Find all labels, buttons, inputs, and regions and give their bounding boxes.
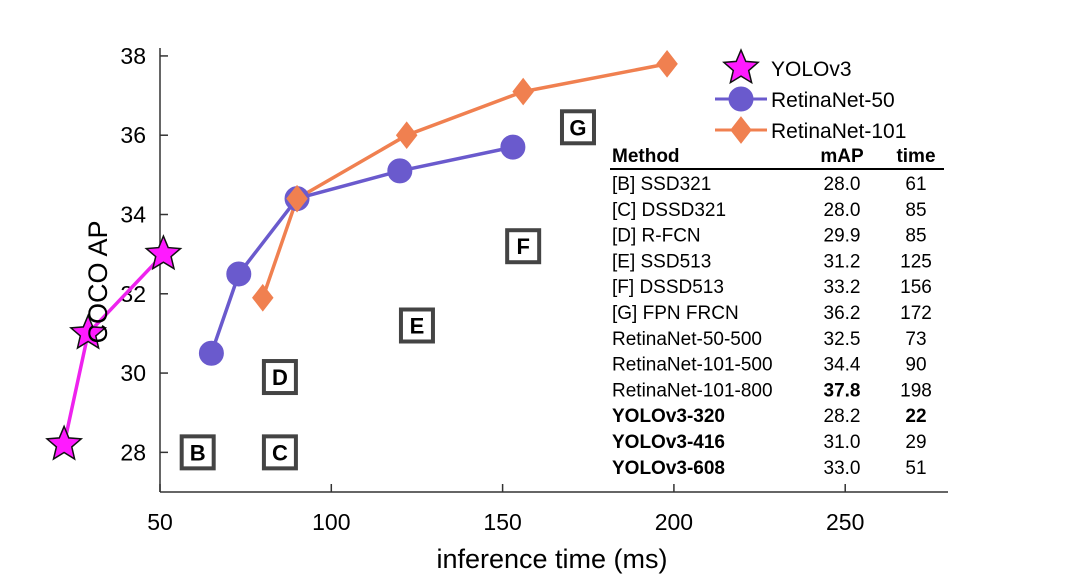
table-cell-map: 28.0 xyxy=(824,174,861,195)
point-yolov3 xyxy=(69,313,108,350)
table-header-time: time xyxy=(896,146,935,167)
method-box-label: E xyxy=(410,314,425,339)
table-cell-method: RetinaNet-101-500 xyxy=(612,355,773,376)
method-box-label: F xyxy=(516,234,529,259)
table-cell-map: 29.9 xyxy=(824,226,861,247)
point-retinanet-101 xyxy=(252,283,274,312)
method-box-label: B xyxy=(190,440,206,465)
table-header-method: Method xyxy=(612,146,680,167)
table-cell-time: 85 xyxy=(905,226,926,247)
legend-label-retinanet-101: RetinaNet-101 xyxy=(771,120,906,143)
method-box-e xyxy=(398,307,435,344)
x-tick-label: 250 xyxy=(826,509,864,535)
table-cell-map: 33.0 xyxy=(824,458,861,479)
x-tick-label: 200 xyxy=(655,509,693,535)
method-box-b xyxy=(179,434,216,471)
table-cell-map: 34.4 xyxy=(824,355,861,376)
series-line-retinanet-101 xyxy=(261,62,668,299)
table-cell-method: [C] DSSD321 xyxy=(612,200,726,221)
point-retinanet-101 xyxy=(286,184,308,213)
point-retinanet-101 xyxy=(512,77,534,106)
table-cell-method: YOLOv3-608 xyxy=(612,458,725,479)
method-box-label: G xyxy=(569,115,586,140)
method-box-f xyxy=(505,228,542,265)
table-cell-time: 125 xyxy=(900,251,932,272)
table-cell-map: 31.0 xyxy=(824,432,861,453)
table-cell-map: 28.2 xyxy=(824,406,861,427)
point-yolov3 xyxy=(144,234,183,271)
table-cell-method: [B] SSD321 xyxy=(612,174,711,195)
legend: YOLOv3 RetinaNet-50 RetinaNet-101 xyxy=(715,48,906,144)
legend-marker-retinanet-101 xyxy=(730,116,752,144)
legend-marker-retinanet-50 xyxy=(728,86,754,112)
table-cell-method: [D] R-FCN xyxy=(612,226,701,247)
table-cell-time: 29 xyxy=(905,432,926,453)
point-retinanet-50 xyxy=(500,134,526,160)
table-cell-map: 28.0 xyxy=(824,200,861,221)
table-cell-time: 172 xyxy=(900,303,932,324)
method-box-label: D xyxy=(272,365,288,390)
table-cell-method: [G] FPN FRCN xyxy=(612,303,739,324)
table-cell-method: [F] DSSD513 xyxy=(612,277,724,298)
method-box-label: C xyxy=(272,440,288,465)
point-retinanet-50 xyxy=(387,158,413,184)
x-tick-label: 50 xyxy=(147,509,173,535)
method-box-g xyxy=(559,109,596,146)
point-yolov3 xyxy=(45,424,84,461)
x-tick-label: 100 xyxy=(312,509,350,535)
table-cell-map: 36.2 xyxy=(824,303,861,324)
series-markers xyxy=(45,50,678,461)
table-cell-map: 31.2 xyxy=(824,251,861,272)
table-cell-time: 61 xyxy=(905,174,926,195)
table-cell-time: 156 xyxy=(900,277,932,298)
x-tick-label: 150 xyxy=(483,509,521,535)
point-retinanet-50 xyxy=(198,340,224,366)
labeled-methods: B C D E F G xyxy=(179,109,596,471)
table-cell-map: 32.5 xyxy=(824,329,861,350)
y-axis-label: COCO AP xyxy=(83,220,113,343)
table-cell-time: 90 xyxy=(905,355,926,376)
point-retinanet-101 xyxy=(395,121,418,150)
table-cell-method: RetinaNet-50-500 xyxy=(612,329,762,350)
table-cell-time: 22 xyxy=(905,406,926,427)
table-cell-map: 33.2 xyxy=(824,277,861,298)
x-axis-label: inference time (ms) xyxy=(436,544,667,574)
series-line-yolov3 xyxy=(62,252,165,445)
method-box-d xyxy=(261,359,298,396)
point-retinanet-101 xyxy=(656,50,678,78)
legend-marker-yolov3 xyxy=(722,48,760,85)
y-tick-label: 30 xyxy=(120,360,146,386)
table-cell-method: YOLOv3-416 xyxy=(612,432,725,453)
y-tick-label: 36 xyxy=(120,122,146,148)
y-tick-label: 34 xyxy=(120,202,146,228)
y-tick-label: 38 xyxy=(120,43,146,69)
table-cell-time: 73 xyxy=(905,329,926,350)
y-tick-label: 28 xyxy=(120,439,146,465)
results-table: Method mAP time [B] SSD321 28.0 61 [C] DSSD321… xyxy=(610,146,944,479)
point-retinanet-50 xyxy=(226,261,252,287)
table-header-map: mAP xyxy=(820,146,864,167)
table-cell-time: 51 xyxy=(905,458,926,479)
table-cell-method: [E] SSD513 xyxy=(612,251,711,272)
table-cell-method: YOLOv3-320 xyxy=(612,406,725,427)
table-cell-time: 198 xyxy=(900,380,932,401)
series-line-retinanet-50 xyxy=(209,145,514,354)
legend-label-retinanet-50: RetinaNet-50 xyxy=(771,89,895,112)
table-cell-map: 37.8 xyxy=(824,380,861,401)
table-cell-method: RetinaNet-101-800 xyxy=(612,380,773,401)
table-cell-time: 85 xyxy=(905,200,926,221)
legend-label-yolov3: YOLOv3 xyxy=(771,58,852,81)
method-box-c xyxy=(261,434,298,471)
